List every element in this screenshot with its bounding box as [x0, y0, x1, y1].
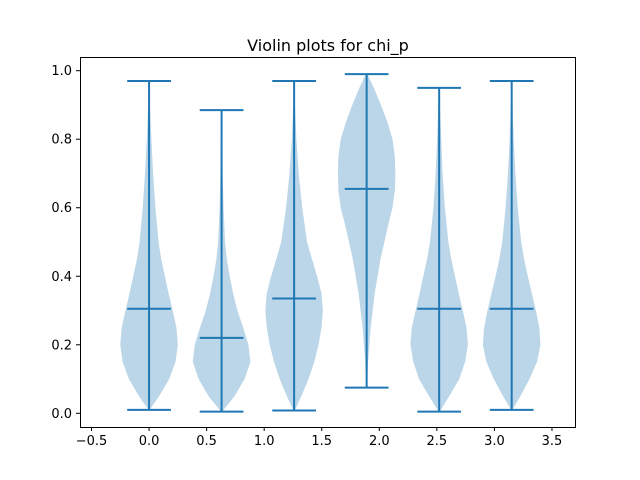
x-tick-label: 0.5	[196, 434, 217, 449]
x-tick-label: 1.0	[254, 434, 275, 449]
y-tick-label: 0.0	[51, 407, 72, 422]
x-tick-label: 1.5	[311, 434, 332, 449]
y-tick-label: 0.6	[51, 201, 72, 216]
x-tick-label: 0.0	[139, 434, 160, 449]
y-tick-label: 1.0	[51, 64, 72, 79]
x-tick-label: 2.5	[427, 434, 448, 449]
chart-title: Violin plots for chi_p	[247, 36, 409, 56]
x-tick-label: 3.0	[484, 434, 505, 449]
x-tick-label: −0.5	[76, 434, 108, 449]
y-tick-label: 0.4	[51, 270, 72, 285]
y-tick-label: 0.8	[51, 133, 72, 148]
x-tick-label: 2.0	[369, 434, 390, 449]
violin-bodies	[120, 74, 541, 412]
x-tick-label: 3.5	[542, 434, 563, 449]
y-axis: 0.0 0.2 0.4 0.6 0.8 1.0	[51, 64, 80, 422]
plot-frame	[80, 57, 576, 428]
violin-stat-lines	[127, 73, 534, 413]
y-tick-label: 0.2	[51, 338, 72, 353]
x-axis: −0.5 0.0 0.5 1.0 1.5 2.0 2.5 3.0 3.5	[76, 427, 563, 449]
